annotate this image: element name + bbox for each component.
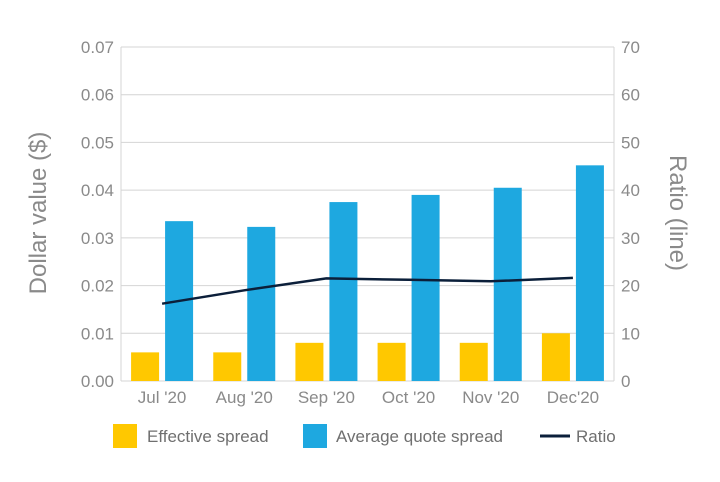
y2-axis-title: Ratio (line) (664, 155, 691, 271)
legend-swatch-effective-spread (113, 424, 137, 448)
y-tick-label: 0.02 (81, 277, 114, 296)
bar-average-quote-spread-nov-20 (493, 187, 522, 381)
bar-average-quote-spread-oct-20 (411, 194, 440, 381)
x-tick-label: Dec'20 (547, 388, 599, 407)
y-tick-label: 0.01 (81, 324, 114, 343)
legend-swatch-average-quote-spread (303, 424, 327, 448)
y2-tick-label: 0 (621, 372, 630, 391)
bar-effective-spread-oct-20 (377, 342, 406, 381)
bar-effective-spread-nov-20 (459, 342, 488, 381)
bar-effective-spread-jul-20 (131, 352, 160, 381)
ratio-line-layer (161, 276, 573, 305)
x-axis-ticks: Jul '20 Aug '20 Sep '20 Oct '20 Nov '20 Dec'2… (138, 388, 599, 407)
bar-effective-spread-aug-20 (213, 352, 242, 381)
y-axis-ticks: 0.00 0.01 0.02 0.03 0.04 0.05 0.06 0.07 (81, 38, 114, 391)
legend-label-effective-spread: Effective spread (147, 427, 269, 446)
y2-tick-label: 20 (621, 277, 640, 296)
y-tick-label: 0.06 (81, 86, 114, 105)
x-tick-label: Aug '20 (216, 388, 273, 407)
bar-average-quote-spread-aug-20 (247, 226, 276, 381)
x-tick-label: Jul '20 (138, 388, 187, 407)
y2-tick-label: 70 (621, 38, 640, 57)
y-tick-label: 0.04 (81, 181, 114, 200)
bar-effective-spread-dec-20 (541, 333, 570, 381)
x-tick-label: Oct '20 (382, 388, 435, 407)
gridlines (120, 46, 615, 382)
y2-tick-label: 40 (621, 181, 640, 200)
bar-average-quote-spread-sep-20 (329, 202, 358, 381)
y-tick-label: 0.03 (81, 229, 114, 248)
bar-effective-spread-sep-20 (295, 342, 324, 381)
y2-axis-ticks: 0 10 20 30 40 50 60 70 (621, 38, 640, 391)
legend-label-ratio: Ratio (576, 427, 616, 446)
ratio-line (161, 276, 573, 305)
legend-label-average-quote-spread: Average quote spread (336, 427, 503, 446)
y-tick-label: 0.00 (81, 372, 114, 391)
legend: Effective spread Average quote spread Ra… (113, 424, 616, 448)
y2-tick-label: 10 (621, 324, 640, 343)
y2-tick-label: 30 (621, 229, 640, 248)
y2-tick-label: 50 (621, 133, 640, 152)
y-tick-label: 0.07 (81, 38, 114, 57)
y-axis-title: Dollar value ($) (25, 132, 52, 295)
x-tick-label: Sep '20 (298, 388, 355, 407)
y-tick-label: 0.05 (81, 133, 114, 152)
y2-tick-label: 60 (621, 86, 640, 105)
x-tick-label: Nov '20 (462, 388, 519, 407)
bar-average-quote-spread-dec-20 (575, 165, 604, 381)
bars (131, 165, 604, 381)
